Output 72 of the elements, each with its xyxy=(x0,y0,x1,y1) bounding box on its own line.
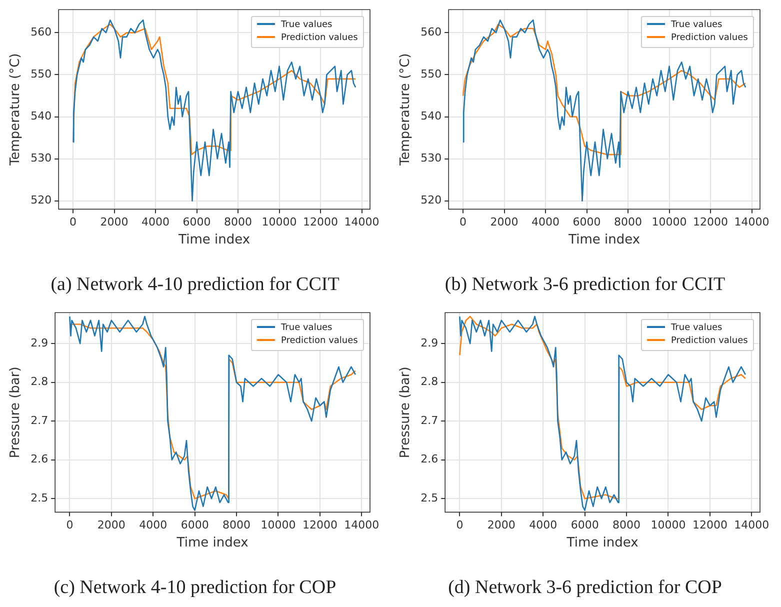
y-tick-label: 560 xyxy=(420,26,442,39)
y-tick-label: 2.7 xyxy=(30,414,48,427)
x-tick-label: 0 xyxy=(460,216,467,229)
y-tick-label: 530 xyxy=(30,152,52,165)
text: (c) Network 4-10 prediction for COP xyxy=(52,577,338,599)
y-tick-label: 560 xyxy=(30,26,52,39)
legend-label: True values xyxy=(281,322,332,333)
y-axis-title: Pressure (bar) xyxy=(8,366,24,458)
y-tick-label: 530 xyxy=(420,152,442,165)
y-axis-title: Temperature (°C) xyxy=(8,53,24,166)
x-tick-label: 6000 xyxy=(182,216,211,229)
legend-label: True values xyxy=(671,322,722,333)
y-tick-label: 550 xyxy=(30,68,52,81)
legend-label: Prediction values xyxy=(671,32,748,43)
text: (b) Network 3-6 prediction for CCIT xyxy=(444,274,726,296)
y-tick-label: 2.6 xyxy=(30,452,48,466)
x-axis-title: Time index xyxy=(568,232,640,248)
x-tick-label: 12000 xyxy=(302,518,338,532)
y-tick-label: 2.8 xyxy=(30,375,48,388)
y-tick-label: 2.5 xyxy=(420,491,438,504)
x-tick-label: 4000 xyxy=(139,518,168,532)
x-tick-label: 6000 xyxy=(180,518,209,532)
legend-label: True values xyxy=(281,20,332,30)
x-tick-label: 14000 xyxy=(734,216,770,229)
text: (d) Network 3-6 prediction for COP xyxy=(447,577,723,599)
x-tick-label: 14000 xyxy=(734,518,770,532)
x-tick-label: 10000 xyxy=(262,216,297,229)
y-tick-label: 540 xyxy=(30,110,52,123)
x-tick-label: 6000 xyxy=(572,216,601,229)
x-axis-title: Time index xyxy=(178,232,250,248)
x-tick-label: 14000 xyxy=(344,216,380,229)
y-tick-label: 520 xyxy=(30,194,52,207)
x-tick-label: 2000 xyxy=(100,216,128,229)
x-tick-label: 10000 xyxy=(652,216,687,229)
x-tick-label: 12000 xyxy=(303,216,338,229)
x-tick-label: 4000 xyxy=(142,216,170,229)
x-axis-title: Time index xyxy=(566,536,639,551)
y-tick-label: 2.6 xyxy=(420,452,438,466)
x-axis-title: Time index xyxy=(176,536,249,551)
x-tick-label: 8000 xyxy=(612,518,641,532)
x-tick-label: 2000 xyxy=(97,518,126,532)
legend-label: Prediction values xyxy=(281,336,358,346)
x-tick-label: 14000 xyxy=(344,518,380,532)
x-tick-label: 2000 xyxy=(490,216,518,229)
y-tick-label: 2.5 xyxy=(30,491,48,504)
x-tick-label: 4000 xyxy=(532,216,560,229)
y-tick-label: 2.9 xyxy=(30,336,48,350)
text: (a) Network 4-10 prediction for CCIT xyxy=(50,274,340,296)
legend-label: True values xyxy=(671,20,722,30)
x-tick-label: 8000 xyxy=(224,216,252,229)
x-tick-label: 10000 xyxy=(260,518,296,532)
x-tick-label: 8000 xyxy=(614,216,642,229)
x-tick-label: 6000 xyxy=(570,518,599,532)
y-tick-label: 550 xyxy=(420,68,442,81)
legend-label: Prediction values xyxy=(671,336,748,346)
x-tick-label: 12000 xyxy=(692,518,728,532)
x-tick-label: 0 xyxy=(456,518,464,532)
y-axis-title: Temperature (°C) xyxy=(398,53,414,166)
y-axis-title: Pressure (bar) xyxy=(398,366,414,458)
y-tick-label: 2.7 xyxy=(420,414,438,427)
x-tick-label: 8000 xyxy=(222,518,251,532)
y-tick-label: 2.8 xyxy=(420,375,438,388)
x-tick-label: 0 xyxy=(66,518,74,532)
x-tick-label: 10000 xyxy=(650,518,686,532)
legend-label: Prediction values xyxy=(281,32,358,43)
x-tick-label: 12000 xyxy=(693,216,728,229)
x-tick-label: 2000 xyxy=(487,518,516,532)
x-tick-label: 0 xyxy=(70,216,77,229)
y-tick-label: 520 xyxy=(420,194,442,207)
y-tick-label: 540 xyxy=(420,110,442,123)
x-tick-label: 4000 xyxy=(529,518,558,532)
y-tick-label: 2.9 xyxy=(420,336,438,350)
